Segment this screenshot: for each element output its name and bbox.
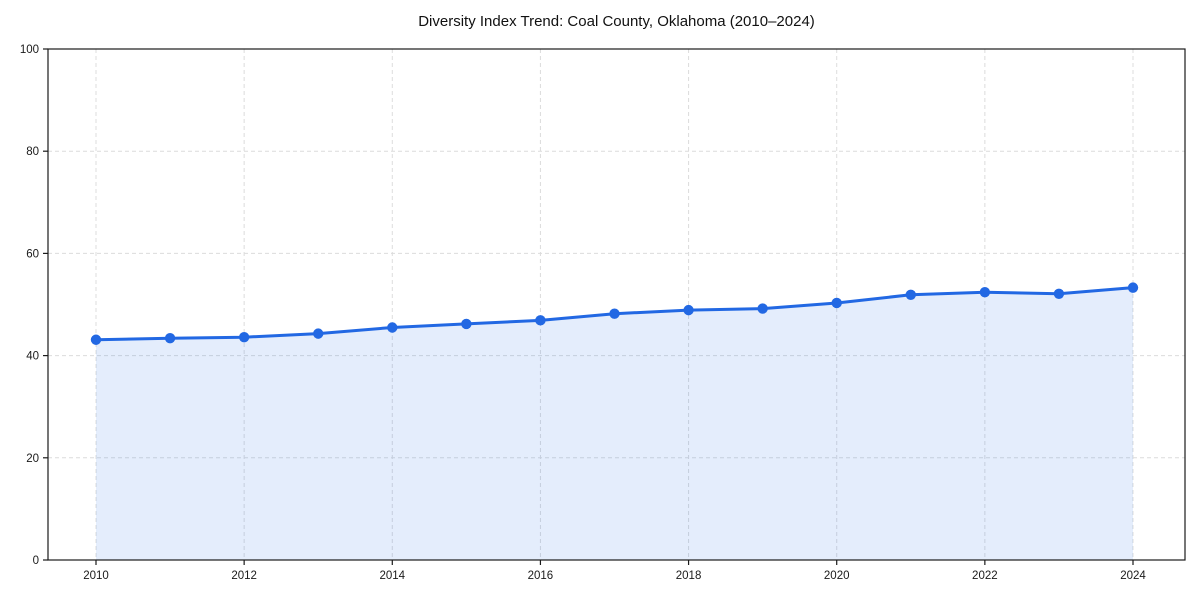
x-tick-label: 2020 [824,570,850,582]
x-tick-label: 2014 [379,570,405,582]
plot-border [47,48,1186,561]
x-tick-label: 2010 [83,570,109,582]
data-point-2013 [313,328,324,339]
x-tick-label: 2018 [676,570,702,582]
data-point-2024 [1127,282,1139,293]
data-point-2015 [461,318,472,330]
data-point-2021 [905,289,916,300]
data-point-2022 [979,287,991,298]
y-tick-label: 40 [26,351,39,363]
data-point-2010 [90,334,102,345]
y-tick-label: 60 [26,248,39,260]
data-point-2014 [387,322,398,333]
data-point-2011 [164,333,176,344]
area-fill [96,287,1133,560]
data-point-2020 [831,297,842,309]
y-tick-label: 20 [26,453,39,465]
x-tick-label: 2016 [528,570,554,582]
y-tick-label: 100 [20,44,39,56]
y-tick-label: 0 [33,555,39,567]
x-tick-label: 2022 [972,570,998,582]
data-point-2023 [1053,288,1065,299]
x-tick-label: 2012 [231,570,257,582]
data-point-2016 [535,315,546,326]
chart-title: Diversity Index Trend: Coal County, Okla… [418,13,815,30]
x-tick-label: 2024 [1120,570,1146,582]
data-point-2019 [757,303,768,314]
y-tick-label: 80 [26,146,39,158]
data-point-2018 [683,304,694,316]
data-point-2017 [609,308,620,319]
data-point-2012 [238,332,250,343]
